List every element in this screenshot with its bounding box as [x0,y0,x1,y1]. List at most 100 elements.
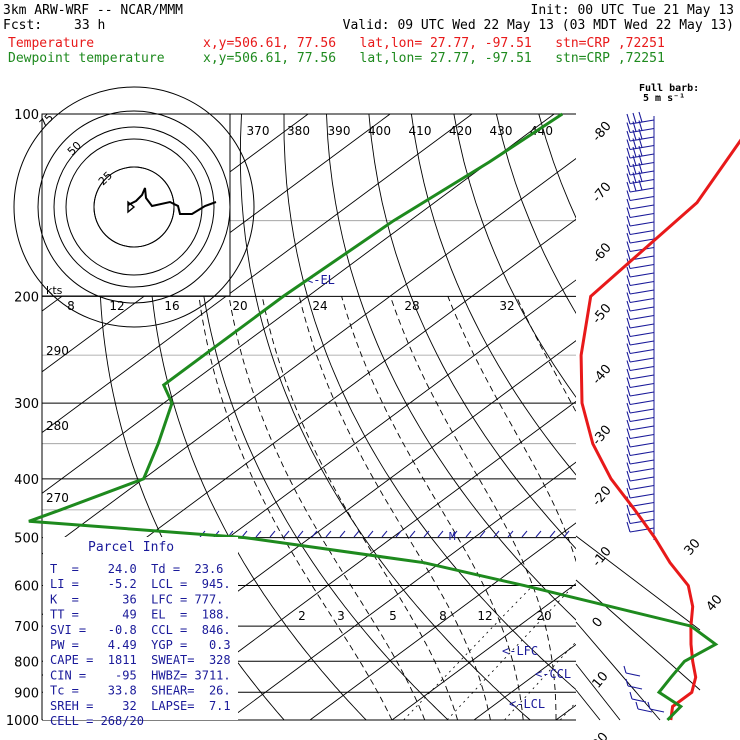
wind-barb-flag [632,146,637,158]
wind-barb-flag [626,130,631,142]
wind-barb-flag [626,419,631,431]
wind-barbs [199,111,665,713]
moist-adiabat [389,296,557,720]
wind-barb-staff [629,195,655,202]
isotherm-line-outer [575,621,661,721]
wind-barb-staff [629,331,655,338]
wind-barb-flag [626,173,631,184]
barb-tick [479,530,486,538]
wind-barb [626,453,655,465]
wind-barb [635,701,653,713]
pressure-label: 900 [14,686,39,701]
temperature-trace [579,138,740,721]
wind-barb [626,385,655,397]
wind-barb [626,360,655,372]
wind-barb-staff [629,357,655,363]
isotherm-label: 10 [590,669,612,691]
pressure-label: 400 [14,473,39,488]
wind-barb [626,351,655,363]
wind-barb-staff [629,348,655,355]
wind-barb [626,462,655,474]
wind-barb [626,179,655,193]
isotherm-line-outer [575,663,621,721]
barb-tick [269,530,276,538]
wind-barb-staff [629,467,655,474]
isotherm-line [42,114,555,494]
temperature-location: x,y=506.61, 77.56 lat,lon= 27.77, -97.51… [203,36,665,51]
wind-barb-staff [629,399,655,406]
wind-barb-staff [629,408,655,414]
mixing-ratio-grid [403,585,576,720]
wind-barb-staff [629,374,655,380]
wind-barb-staff [629,204,655,210]
isotherm-label: -80 [590,119,615,145]
wind-barb-flag [632,129,637,141]
isotherm-label: -50 [590,301,615,327]
wind-barb-staff [629,476,655,482]
pressure-label: 100 [14,108,39,123]
wind-barb-flag [626,411,631,422]
theta-label: 430 [490,124,513,138]
wind-barb [626,334,655,346]
wind-barb [626,283,655,295]
parcel-info-row: Tc = 33.8 SHEAR= 26. [50,684,231,698]
mixing-ratio-label: 2 [298,609,306,623]
wind-barb [626,411,655,423]
wind-barb-flag [626,283,631,295]
parcel-info-row: PW = 4.49 YGP = 0.3 [50,638,231,652]
kts-label: 16 [164,299,179,313]
wind-barb-flag [638,162,643,174]
wind-barb-flag [647,701,651,710]
parcel-info-row: SREH = 32 LAPSE= 7.1 [50,699,231,713]
wind-barb-flag [626,300,631,312]
wind-barb [626,470,655,482]
wind-barb-flag [626,198,631,210]
wind-barb [626,275,655,287]
wind-barb-staff [629,493,655,499]
wind-barb-flag [638,111,643,123]
wind-barb-flag [626,402,631,414]
barb-tick [297,530,304,538]
theta-label: 290 [46,344,69,358]
isotherm-line [227,461,576,720]
dry-adiabat [709,114,740,720]
wind-barb-flag [626,266,631,278]
wind-barb [626,436,655,448]
wind-barb [626,428,655,440]
el-marker: <-EL [306,273,335,287]
wind-barb [626,207,655,219]
lfc-marker: <-LFC [502,644,538,658]
wind-barb-flag [626,224,631,235]
wind-barb-flag [626,309,631,320]
isotherm-label: 30 [682,536,704,558]
wind-barb [626,215,655,227]
hodograph-ring [93,166,175,248]
dry-adiabat [283,114,576,691]
parcel-info-row: T = 24.0 Td = 23.6 [50,562,223,576]
wind-barb [626,445,655,457]
wind-barb-staff [629,272,655,278]
wind-barb-staff [629,289,655,295]
wind-barb-staff [625,672,641,677]
theta-label: 390 [328,124,351,138]
wind-barb-flag [626,292,631,303]
dewpoint-location: x,y=506.61, 77.56 lat,lon= 27.77, -97.51… [203,51,665,66]
wind-barb-staff [629,382,655,389]
wind-barb-flag [626,368,631,380]
wind-barb-flag [638,171,643,182]
wind-barb-flag [626,436,631,448]
mixing-ratio-line [446,585,575,720]
wind-barb-flag [626,445,631,456]
parcel-info-row: TT = 49 EL = 188. [50,608,231,622]
wind-barb-flag [632,180,637,192]
dry-adiabat [538,114,576,219]
isotherm-line [555,704,576,720]
wind-barb-flag [626,241,631,252]
wind-barb-staff [629,425,655,431]
barb-tick [563,530,570,538]
wind-barb-staff [627,685,643,690]
wind-barb-staff [629,212,655,219]
barb-tick [311,530,318,538]
moist-adiabat [198,296,393,720]
barb-key-units: 5 m s⁻¹ [643,93,686,104]
